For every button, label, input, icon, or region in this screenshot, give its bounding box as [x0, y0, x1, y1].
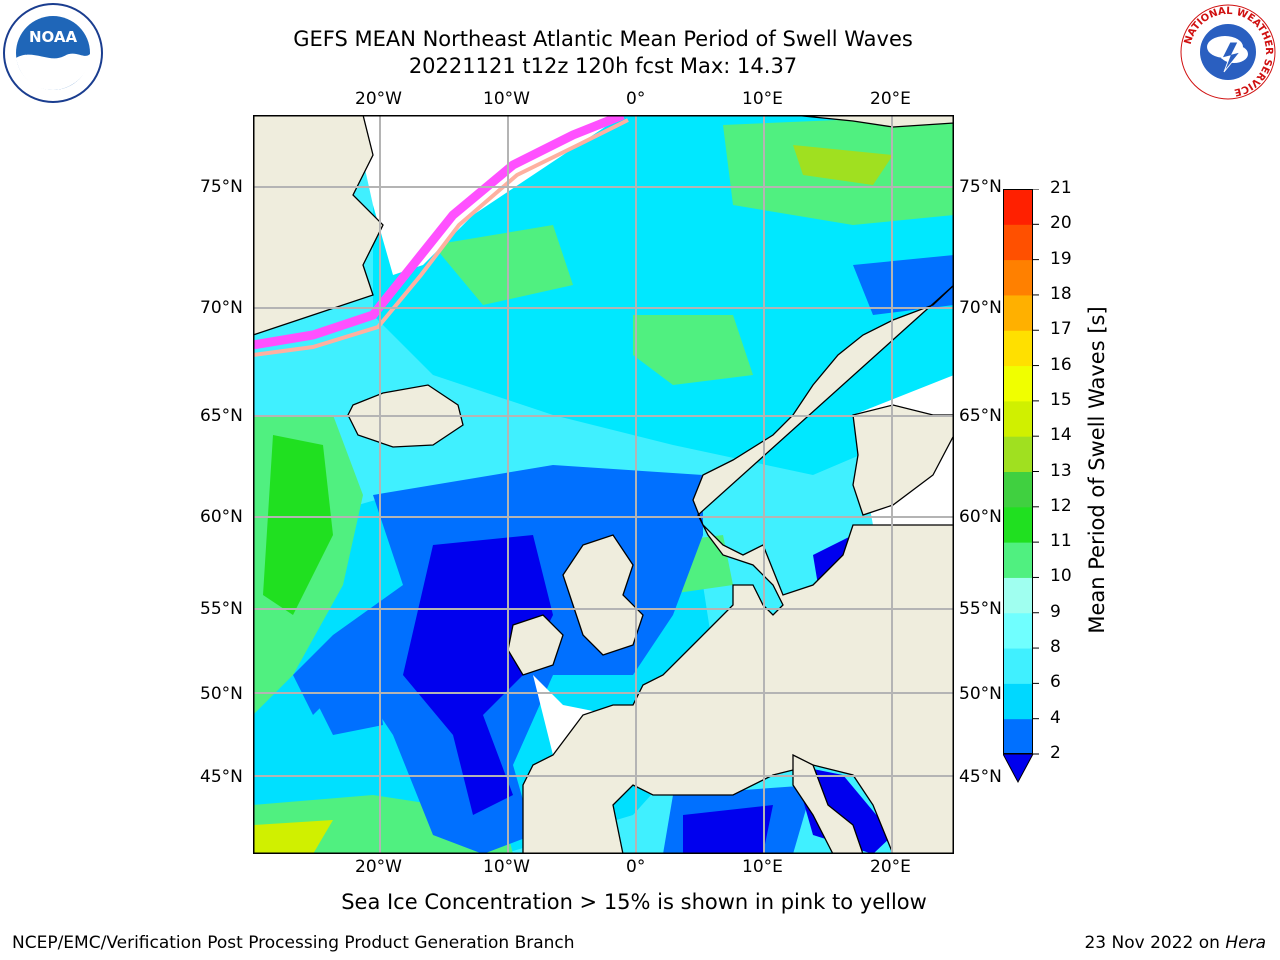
colorbar-segment	[1003, 718, 1033, 755]
swell-band-long-period	[633, 315, 753, 385]
svalbard	[792, 115, 954, 128]
lat-label-right: 50°N	[959, 684, 1002, 704]
lat-label-left: 65°N	[200, 406, 243, 426]
lon-label-top: 10°W	[483, 89, 530, 109]
lat-label-left: 45°N	[200, 767, 243, 787]
lat-label-left: 75°N	[200, 177, 243, 197]
colorbar-segment	[1003, 648, 1033, 684]
scandinavia-inland	[852, 404, 954, 516]
lon-label-bottom: 20°E	[870, 857, 911, 877]
land-masses	[253, 115, 954, 854]
lat-label-right: 65°N	[959, 406, 1002, 426]
colorbar-segment	[1003, 506, 1033, 543]
swell-band-long-period	[433, 225, 573, 305]
lon-label-bottom: 10°W	[483, 857, 530, 877]
great-britain	[562, 534, 644, 656]
colorbar-segment	[1003, 542, 1033, 578]
swell-band-long-period	[793, 145, 893, 185]
colorbar-segment	[1003, 436, 1033, 472]
colorbar-segment	[1003, 189, 1033, 225]
colorbar-extend-arrow	[1002, 753, 1034, 784]
colorbar-tick-label: 11	[1050, 531, 1072, 552]
lon-label-top: 20°W	[355, 89, 402, 109]
nws-logo: NATIONAL WEATHER SERVICE	[1178, 2, 1278, 106]
swell-band-long-period	[263, 435, 333, 615]
svg-text:NOAA: NOAA	[29, 28, 78, 46]
lat-label-right: 70°N	[959, 298, 1002, 318]
colorbar-frame	[1003, 189, 1033, 754]
lat-label-right: 45°N	[959, 767, 1002, 787]
colorbar	[1002, 188, 1043, 788]
colorbar-segment	[1003, 259, 1033, 296]
colorbar-tick-label: 20	[1050, 213, 1072, 234]
colorbar-segment	[1003, 294, 1033, 331]
colorbar-segment	[1003, 224, 1033, 261]
colorbar-tick-label: 10	[1050, 566, 1072, 587]
colorbar-segment	[1003, 365, 1033, 402]
swell-band-short-period	[313, 645, 383, 735]
footer-host: Hera	[1225, 933, 1266, 953]
lat-label-left: 55°N	[200, 599, 243, 619]
colorbar-segment	[1003, 471, 1033, 508]
noaa-logo: NOAA	[2, 2, 104, 108]
sea-ice-edge	[253, 118, 629, 357]
lat-label-right: 55°N	[959, 599, 1002, 619]
colorbar-tick-label: 6	[1050, 672, 1061, 693]
colorbar-tick-label: 17	[1050, 319, 1072, 340]
lat-label-left: 70°N	[200, 298, 243, 318]
lon-label-top: 0°	[626, 89, 646, 109]
colorbar-tick-label: 4	[1050, 707, 1061, 728]
swell-band-short-period	[403, 535, 553, 815]
colorbar-segment	[1003, 330, 1033, 367]
colorbar-tick-label: 8	[1050, 637, 1061, 658]
lat-label-right: 75°N	[959, 177, 1002, 197]
sea-ice-caption: Sea Ice Concentration > 15% is shown in …	[341, 890, 927, 914]
colorbar-segment	[1003, 683, 1033, 720]
colorbar-segment	[1003, 400, 1033, 437]
colorbar-title: Mean Period of Swell Waves [s]	[1085, 306, 1109, 634]
lon-label-top: 10°E	[742, 89, 783, 109]
colorbar-segment	[1003, 612, 1033, 649]
lon-label-top: 20°E	[870, 89, 911, 109]
lat-label-left: 60°N	[200, 507, 243, 527]
swell-band-long-period	[253, 820, 333, 854]
colorbar-tick-label: 13	[1050, 460, 1072, 481]
colorbar-tick-label: 15	[1050, 389, 1072, 410]
colorbar-tick-label: 12	[1050, 495, 1072, 516]
colorbar-tick-label: 19	[1050, 248, 1072, 269]
lon-label-bottom: 0°	[626, 857, 646, 877]
colorbar-tick-label: 2	[1050, 743, 1061, 763]
sea-ice-edge	[253, 115, 625, 350]
chart-subtitle: 20221121 t12z 120h fcst Max: 14.37	[408, 54, 798, 78]
colorbar-tick-label: 14	[1050, 425, 1072, 446]
colorbar-segment	[1003, 577, 1033, 614]
swell-band-short-period	[683, 805, 773, 854]
colorbar-tick-label: 21	[1050, 178, 1072, 198]
lat-label-right: 60°N	[959, 507, 1002, 527]
footer-producer: NCEP/EMC/Verification Post Processing Pr…	[12, 933, 575, 953]
colorbar-tick-label: 18	[1050, 283, 1072, 304]
colorbar-tick-label: 16	[1050, 354, 1072, 375]
italy	[792, 753, 864, 854]
european-continent	[522, 284, 954, 854]
lat-label-left: 50°N	[200, 684, 243, 704]
map-panel	[253, 115, 954, 854]
chart-title: GEFS MEAN Northeast Atlantic Mean Period…	[293, 27, 913, 51]
swell-band-short-period	[853, 255, 954, 315]
footer-date: 23 Nov 2022 on Hera	[1084, 933, 1266, 953]
colorbar-tick-label: 9	[1050, 601, 1061, 622]
lon-label-bottom: 20°W	[355, 857, 402, 877]
map-frame	[253, 115, 954, 854]
lon-label-bottom: 10°E	[742, 857, 783, 877]
greenland	[253, 115, 384, 336]
graticule	[253, 115, 954, 854]
